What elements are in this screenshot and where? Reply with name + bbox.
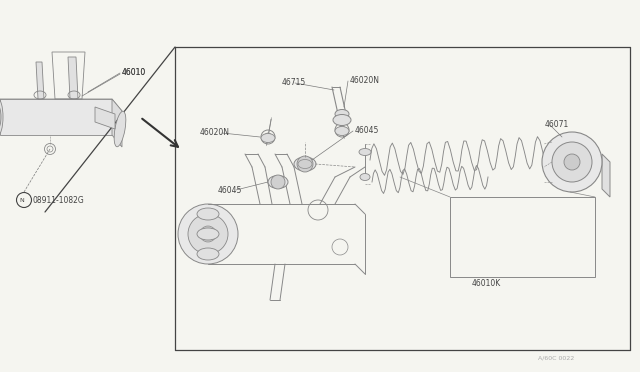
Ellipse shape bbox=[0, 106, 1, 128]
Text: 08911-1082G: 08911-1082G bbox=[32, 196, 84, 205]
Text: 46045: 46045 bbox=[218, 186, 243, 195]
Text: 46071: 46071 bbox=[545, 119, 569, 128]
Ellipse shape bbox=[197, 208, 219, 220]
Text: 46020N: 46020N bbox=[350, 76, 380, 84]
Polygon shape bbox=[112, 99, 122, 147]
Ellipse shape bbox=[0, 99, 3, 135]
Ellipse shape bbox=[114, 111, 126, 147]
Bar bbox=[450, 197, 595, 277]
Polygon shape bbox=[36, 62, 44, 99]
Polygon shape bbox=[0, 99, 122, 111]
Text: 46010K: 46010K bbox=[472, 279, 501, 289]
Circle shape bbox=[542, 132, 602, 192]
Ellipse shape bbox=[335, 126, 349, 135]
Circle shape bbox=[200, 226, 216, 242]
Circle shape bbox=[178, 204, 238, 264]
Ellipse shape bbox=[294, 157, 316, 171]
Polygon shape bbox=[602, 154, 610, 197]
Text: 46020N: 46020N bbox=[200, 128, 230, 137]
Circle shape bbox=[188, 214, 228, 254]
Text: 46010: 46010 bbox=[122, 67, 147, 77]
Text: N: N bbox=[20, 198, 24, 202]
Text: 46010: 46010 bbox=[122, 67, 147, 77]
Ellipse shape bbox=[197, 248, 219, 260]
Polygon shape bbox=[68, 57, 78, 99]
Circle shape bbox=[552, 142, 592, 182]
Text: 46045: 46045 bbox=[355, 125, 380, 135]
Polygon shape bbox=[95, 107, 115, 129]
Text: A/60C 0022: A/60C 0022 bbox=[538, 356, 574, 360]
Ellipse shape bbox=[268, 176, 288, 189]
Ellipse shape bbox=[197, 228, 219, 240]
Circle shape bbox=[297, 156, 313, 172]
Ellipse shape bbox=[360, 173, 370, 180]
Polygon shape bbox=[0, 99, 112, 135]
Ellipse shape bbox=[359, 148, 371, 155]
Ellipse shape bbox=[335, 109, 349, 119]
Circle shape bbox=[564, 154, 580, 170]
Text: 46715: 46715 bbox=[282, 77, 307, 87]
Ellipse shape bbox=[261, 134, 275, 142]
Circle shape bbox=[271, 175, 285, 189]
Ellipse shape bbox=[333, 115, 351, 125]
